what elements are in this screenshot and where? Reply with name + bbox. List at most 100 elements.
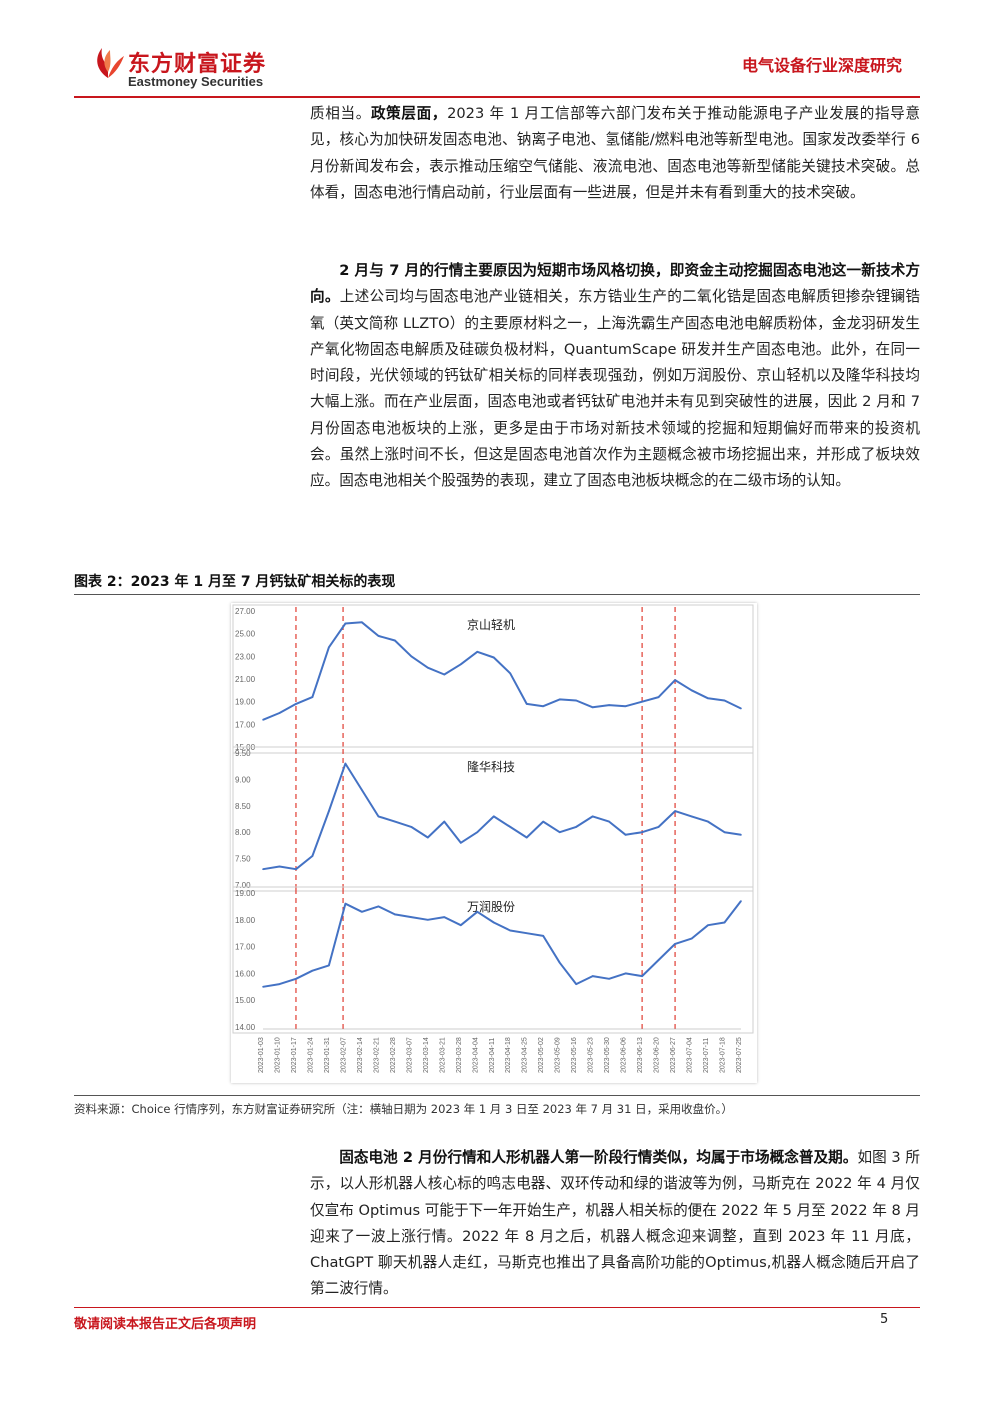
data-point — [311, 969, 314, 972]
data-point — [410, 826, 413, 828]
data-point — [674, 679, 676, 681]
data-point — [690, 937, 693, 940]
para1-text1: 质相当。 — [310, 105, 371, 122]
data-point — [542, 820, 545, 823]
para2-text: 上述公司均与固态电池产业链相关，东方锆业生产的二氧化锆是固态电解质钽掺杂锂镧锆氧… — [310, 288, 920, 490]
y-tick-label: 21.00 — [235, 675, 256, 684]
x-tick-label: 2023-05-09 — [555, 1037, 562, 1073]
data-point — [558, 831, 561, 833]
y-tick-label: 15.00 — [235, 996, 256, 1005]
data-point — [525, 932, 528, 934]
x-tick-label: 2023-02-07 — [340, 1037, 347, 1073]
y-tick-label: 19.00 — [235, 698, 256, 707]
data-point — [608, 704, 610, 706]
y-tick-label: 27.00 — [235, 607, 256, 616]
y-tick-label: 18.00 — [235, 916, 256, 925]
y-tick-label: 17.00 — [235, 943, 256, 952]
data-point — [443, 916, 446, 918]
data-point — [427, 919, 429, 921]
x-tick-label: 2023-04-18 — [505, 1037, 512, 1073]
data-point — [262, 868, 264, 870]
x-tick-label: 2023-03-28 — [456, 1037, 463, 1073]
x-tick-label: 2023-01-10 — [274, 1037, 281, 1073]
logo-en-text: Eastmoney Securities — [128, 74, 264, 89]
series-title: 京山轻机 — [467, 618, 515, 632]
data-point — [690, 815, 693, 818]
x-tick-label: 2023-03-21 — [439, 1037, 446, 1073]
data-point — [476, 831, 479, 833]
y-tick-label: 7.50 — [235, 855, 251, 864]
y-tick-label: 17.00 — [235, 720, 256, 729]
data-point — [542, 935, 545, 937]
logo-cn-text: 东方财富证券 — [128, 52, 267, 77]
data-point — [427, 666, 429, 669]
footer-divider — [74, 1307, 920, 1308]
x-tick-label: 2023-02-21 — [373, 1037, 380, 1073]
data-point — [624, 972, 627, 975]
data-point — [459, 663, 462, 666]
x-tick-label: 2023-01-17 — [291, 1037, 298, 1073]
paragraph-robot-analogy: 固态电池 2 月份行情和人形机器人第一阶段行情类似，均属于市场概念普及期。如图 … — [310, 1145, 920, 1303]
data-point — [328, 646, 330, 649]
series-line — [262, 762, 742, 871]
data-point — [641, 700, 643, 703]
data-point — [707, 697, 709, 700]
data-point — [558, 961, 561, 964]
data-point — [410, 916, 413, 918]
x-tick-label: 2023-05-02 — [538, 1037, 545, 1073]
x-tick-label: 2023-07-11 — [703, 1038, 710, 1073]
data-point — [558, 698, 561, 701]
x-tick-label: 2023-05-16 — [571, 1037, 578, 1073]
x-tick-label: 2023-01-24 — [307, 1037, 314, 1073]
data-point — [328, 964, 330, 967]
y-tick-label: 8.00 — [235, 828, 251, 837]
data-point — [723, 699, 726, 702]
data-point — [690, 689, 693, 692]
data-point — [608, 977, 610, 980]
x-tick-label: 2023-01-03 — [258, 1037, 265, 1073]
data-point — [361, 621, 363, 624]
data-point — [591, 815, 594, 818]
data-point — [723, 921, 726, 924]
data-point — [657, 826, 660, 828]
data-point — [707, 820, 709, 823]
data-point — [443, 673, 446, 676]
figure-top-rule — [74, 594, 920, 595]
footer-disclaimer: 敬请阅读本报告正文后各项声明 — [74, 1317, 257, 1332]
x-tick-label: 2023-06-13 — [637, 1037, 644, 1073]
company-logo: 东方财富证券 Eastmoney Securities — [88, 40, 288, 96]
para1-text2: 2023 年 1 月工信部等六部门发布关于推动能源电子产业发展的指导意见，核心为… — [310, 105, 920, 201]
y-tick-label: 7.00 — [235, 881, 251, 890]
data-point — [575, 826, 577, 828]
data-point — [657, 959, 660, 961]
x-tick-label: 2023-07-25 — [736, 1037, 743, 1073]
data-point — [427, 836, 429, 839]
data-point — [740, 707, 742, 710]
x-tick-label: 2023-06-27 — [670, 1037, 677, 1073]
y-tick-label: 19.00 — [235, 889, 256, 898]
y-tick-label: 8.50 — [235, 802, 251, 811]
data-point — [674, 810, 676, 812]
x-tick-label: 2023-05-23 — [588, 1037, 595, 1073]
x-tick-label: 2023-04-11 — [489, 1038, 496, 1073]
page-number: 5 — [880, 1312, 889, 1327]
data-point — [311, 696, 314, 698]
page-header: 东方财富证券 Eastmoney Securities 电气设备行业深度研究 — [0, 0, 992, 100]
figure-title: 图表 2：2023 年 1 月至 7 月钙钛矿相关标的表现 — [74, 574, 396, 590]
report-type: 电气设备行业深度研究 — [741, 56, 902, 75]
x-tick-label: 2023-07-04 — [687, 1037, 694, 1073]
data-point — [591, 975, 594, 977]
data-point — [295, 703, 297, 705]
data-point — [641, 975, 643, 977]
data-point — [262, 719, 264, 721]
series-title: 隆华科技 — [467, 759, 515, 774]
data-point — [278, 865, 281, 868]
data-point — [542, 705, 545, 707]
data-point — [377, 905, 380, 908]
x-tick-label: 2023-03-07 — [406, 1037, 413, 1073]
x-tick-label: 2023-04-04 — [472, 1037, 479, 1073]
figure-source: 资料来源：Choice 行情序列，东方财富证券研究所（注：横轴日期为 2023 … — [74, 1102, 733, 1116]
data-point — [608, 820, 610, 823]
series-title: 万润股份 — [467, 900, 515, 914]
y-tick-label: 14.00 — [235, 1023, 256, 1032]
